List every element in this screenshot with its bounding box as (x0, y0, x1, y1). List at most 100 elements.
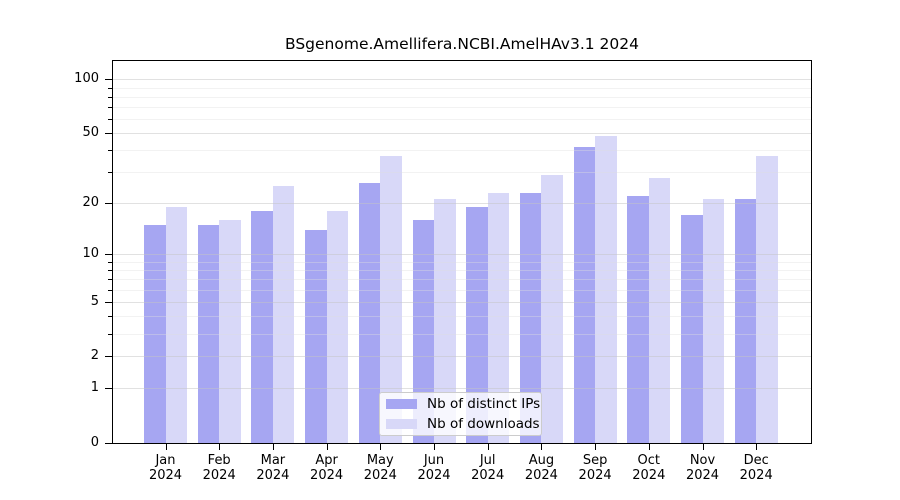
x-tick (541, 444, 543, 450)
bar-ips-mar (251, 210, 273, 443)
x-tick-label: Jun 2024 (417, 453, 451, 483)
y-tick-minor (108, 316, 112, 318)
gridline-major (113, 388, 811, 390)
x-tick-label: Mar 2024 (256, 453, 290, 483)
y-tick-minor (108, 87, 112, 89)
y-tick-label: 100 (74, 71, 99, 87)
x-tick (219, 444, 221, 450)
gridline-minor (113, 269, 811, 271)
y-tick (105, 443, 112, 444)
bar-ips-jan (144, 224, 166, 443)
y-tick-minor (108, 96, 112, 98)
x-tick (487, 444, 489, 450)
x-tick-label: Sep 2024 (578, 453, 612, 483)
y-tick-label: 0 (90, 435, 99, 450)
x-tick (434, 444, 435, 450)
y-tick-minor (108, 289, 112, 291)
y-tick (105, 203, 112, 205)
legend-swatch-ips (386, 399, 417, 409)
y-tick (105, 133, 112, 135)
legend-label-downloads: Nb of downloads (427, 416, 540, 432)
bar-downloads-nov (702, 199, 724, 443)
gridline-minor (113, 119, 811, 121)
legend-swatch-downloads (386, 419, 417, 429)
y-tick-label: 50 (82, 125, 99, 141)
x-tick (165, 444, 167, 450)
bar-downloads-mar (272, 186, 295, 443)
x-tick-label: Jan 2024 (148, 453, 183, 483)
gridline-minor (113, 107, 811, 109)
y-tick (105, 301, 112, 303)
legend-item-distinct-ips: Nb of distinct IPs (380, 396, 541, 412)
plot-area (113, 61, 811, 443)
legend: Nb of distinct IPs Nb of downloads (379, 392, 542, 436)
y-tick (105, 388, 112, 390)
x-tick-label: Apr 2024 (310, 453, 344, 483)
bar-ips-sep (573, 146, 596, 443)
gridline-minor (113, 150, 811, 152)
x-tick-label: Aug 2024 (524, 453, 558, 483)
bar-downloads-apr (326, 210, 349, 443)
x-tick-label: Oct 2024 (632, 453, 666, 483)
bar-downloads-may (380, 156, 402, 443)
bar-ips-jun (412, 219, 434, 443)
y-tick (105, 254, 112, 256)
bar-downloads-jul (487, 192, 510, 443)
x-tick-label: Nov 2024 (685, 453, 720, 483)
gridline-minor (113, 172, 811, 174)
x-tick (595, 444, 597, 450)
bar-ips-apr (305, 229, 327, 443)
gridline-minor (113, 333, 811, 335)
y-tick (105, 356, 112, 358)
bar-downloads-dec (756, 156, 778, 443)
gridline-minor (113, 289, 811, 291)
x-tick-label: Dec 2024 (739, 453, 773, 483)
gridline-minor (113, 316, 811, 318)
bar-ips-dec (734, 199, 757, 443)
x-tick-label: May 2024 (363, 453, 397, 483)
gridline-minor (113, 261, 811, 263)
bar-downloads-jun (434, 199, 456, 443)
x-tick (380, 444, 382, 450)
y-tick-label: 20 (82, 195, 99, 211)
y-tick-minor (108, 150, 112, 152)
y-tick-minor (108, 333, 112, 335)
y-tick-minor (108, 269, 112, 271)
gridline-major (113, 301, 811, 303)
bar-downloads-sep (595, 136, 617, 443)
x-tick (326, 444, 328, 450)
bar-downloads-jan (165, 206, 187, 443)
y-tick-minor (108, 172, 112, 174)
legend-label-ips: Nb of distinct IPs (427, 396, 541, 412)
bar-ips-aug (519, 192, 542, 443)
y-tick-label: 10 (82, 246, 99, 262)
gridline-major (113, 133, 811, 135)
x-tick (272, 444, 274, 450)
y-tick-minor (108, 119, 112, 121)
x-tick (702, 444, 704, 450)
bar-ips-nov (681, 215, 703, 443)
chart-title: BSgenome.Amellifera.NCBI.AmelHAv3.1 2024 (284, 35, 640, 53)
x-tick-label: Feb 2024 (202, 453, 236, 483)
x-tick (648, 444, 650, 450)
bar-ips-feb (197, 224, 220, 443)
bar-downloads-oct (648, 177, 671, 443)
bar-ips-may (358, 183, 381, 443)
gridline-minor (113, 279, 811, 281)
gridline-major (113, 203, 811, 205)
y-tick-minor (108, 107, 112, 109)
x-tick (756, 444, 758, 450)
gridline-major (113, 254, 811, 256)
gridline-minor (113, 87, 811, 89)
gridline-major (113, 356, 811, 358)
legend-item-downloads: Nb of downloads (380, 416, 541, 432)
bar-ips-jul (466, 206, 488, 443)
y-tick-minor (108, 279, 112, 281)
x-tick-label: Jul 2024 (471, 453, 505, 483)
gridline-minor (113, 96, 811, 98)
y-tick-label: 1 (90, 380, 99, 396)
y-tick (105, 79, 112, 81)
bar-ips-oct (627, 195, 649, 443)
y-tick-label: 5 (90, 293, 99, 309)
